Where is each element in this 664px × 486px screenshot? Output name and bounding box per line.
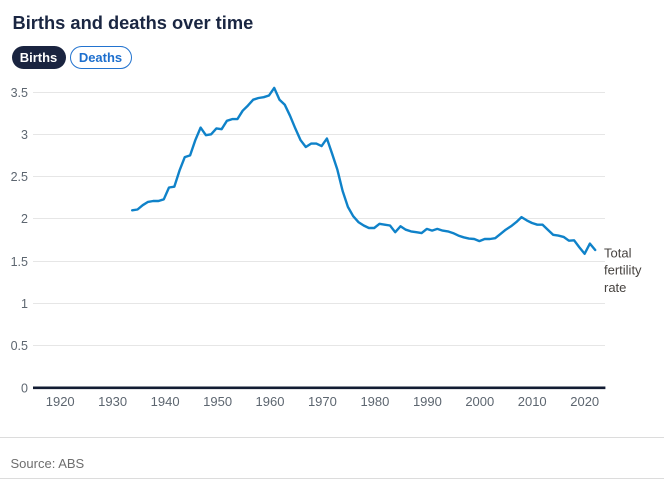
svg-text:1950: 1950: [203, 394, 232, 409]
svg-text:2000: 2000: [465, 394, 494, 409]
svg-text:0.5: 0.5: [11, 339, 28, 353]
svg-text:2.5: 2.5: [11, 170, 28, 184]
svg-text:1.5: 1.5: [11, 255, 28, 269]
svg-text:1920: 1920: [46, 394, 75, 409]
svg-text:2: 2: [21, 212, 28, 226]
svg-text:1940: 1940: [151, 394, 180, 409]
svg-text:2020: 2020: [570, 394, 599, 409]
svg-text:2010: 2010: [518, 394, 547, 409]
svg-text:Total: Total: [604, 246, 632, 261]
svg-text:3.5: 3.5: [11, 86, 28, 100]
svg-text:1930: 1930: [98, 394, 127, 409]
svg-text:1980: 1980: [360, 394, 389, 409]
svg-text:fertility: fertility: [604, 263, 642, 278]
svg-text:3: 3: [21, 128, 28, 142]
svg-text:1960: 1960: [256, 394, 285, 409]
svg-text:rate: rate: [604, 280, 626, 295]
svg-text:1990: 1990: [413, 394, 442, 409]
svg-text:1970: 1970: [308, 394, 337, 409]
svg-text:0: 0: [21, 381, 28, 395]
svg-text:1: 1: [21, 297, 28, 311]
